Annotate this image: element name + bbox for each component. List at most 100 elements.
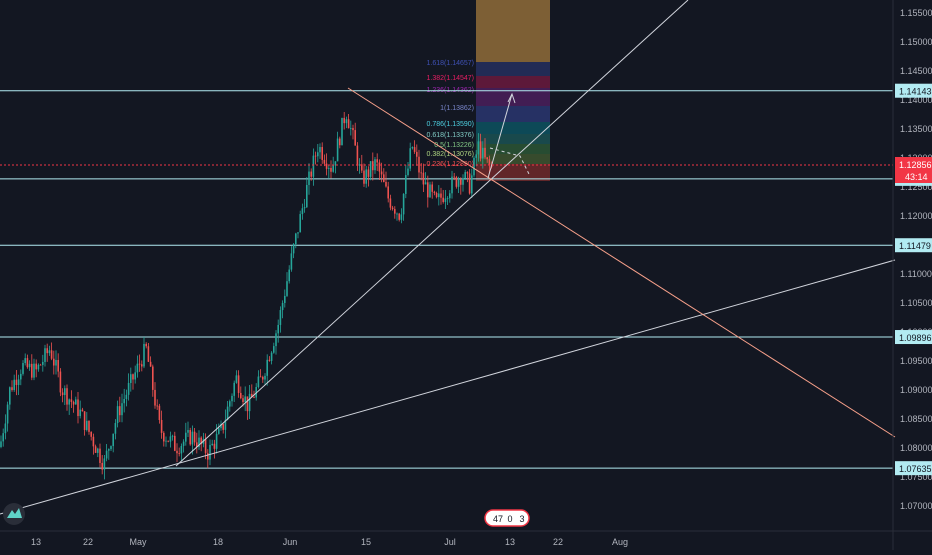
candle-up-body [185, 432, 187, 442]
events-badge[interactable]: 47 0 3 [484, 509, 530, 527]
candle-up-body [257, 376, 260, 387]
candle-down-body [259, 376, 262, 378]
time-tick-label: 18 [213, 537, 223, 547]
candle-down-body [158, 405, 161, 420]
candle-up-body [127, 382, 130, 395]
price-tick-label: 1.12500 [900, 182, 932, 192]
time-tick-label: Jul [444, 537, 456, 547]
fib-zone-1 [476, 106, 550, 122]
price-tick-label: 1.08000 [900, 443, 932, 453]
candle-down-body [420, 172, 422, 174]
candle-up-body [477, 141, 480, 155]
candle-up-body [169, 436, 172, 442]
candle-up-body [233, 382, 235, 396]
candle-up-body [281, 302, 284, 311]
candle-down-body [178, 453, 180, 454]
candle-up-body [0, 441, 2, 447]
horizontal-levels[interactable] [0, 90, 893, 469]
falling-trendline[interactable] [347, 87, 896, 438]
candle-up-body [464, 172, 466, 179]
candle-down-body [242, 398, 244, 402]
candle-up-body [332, 165, 334, 172]
candle-up-body [297, 232, 299, 234]
price-tick-label: 1.13500 [900, 124, 932, 134]
candle-up-body [275, 333, 277, 347]
fib-zone-top [476, 0, 550, 62]
candle-down-body [323, 159, 326, 164]
candle-up-body [226, 406, 229, 420]
candle-down-body [141, 364, 143, 367]
candle-down-body [385, 181, 387, 187]
price-axis[interactable]: 1.155001.150001.145001.140001.135001.130… [895, 8, 932, 511]
candle-up-body [215, 433, 218, 449]
candle-down-body [466, 172, 469, 174]
candle-up-body [301, 208, 304, 215]
current-price-label: 1.12856 [899, 160, 932, 170]
candle-down-body [163, 432, 165, 442]
candle-up-body [22, 363, 24, 374]
level-price-label: 1.07635 [899, 464, 932, 474]
candle-up-body [108, 449, 110, 451]
price-tick-label: 1.14500 [900, 66, 932, 76]
candle-down-body [343, 117, 345, 124]
candle-up-body [97, 448, 99, 453]
candle-down-body [378, 162, 381, 172]
candle-down-body [418, 156, 420, 173]
candle-down-body [387, 186, 389, 199]
candle-down-body [222, 424, 224, 430]
candle-up-body [288, 269, 290, 282]
candle-down-body [26, 358, 29, 368]
candle-up-body [374, 159, 376, 171]
candle-down-body [310, 171, 312, 177]
level-price-label: 1.11479 [899, 241, 931, 251]
candle-up-body [457, 179, 460, 187]
price-tick-label: 1.15500 [900, 8, 932, 18]
candle-up-body [336, 138, 339, 162]
level-price-tag [895, 83, 932, 98]
candle-down-body [460, 179, 462, 185]
candle-down-body [132, 374, 134, 380]
candle-up-body [295, 233, 297, 245]
candle-down-body [46, 348, 48, 354]
price-tick-label: 1.11000 [900, 269, 932, 279]
candle-down-body [431, 184, 433, 192]
long-support-trendline[interactable] [0, 259, 896, 515]
candle-down-body [156, 405, 158, 407]
candle-down-body [99, 448, 101, 463]
candle-down-body [35, 363, 37, 370]
candle-up-body [2, 433, 4, 442]
candle-down-body [391, 207, 394, 210]
candle-down-body [352, 127, 354, 131]
candle-up-body [20, 373, 22, 380]
candle-down-body [262, 376, 264, 380]
tradingview-logo-icon[interactable] [3, 503, 25, 525]
candle-up-body [290, 253, 293, 270]
time-axis[interactable]: 13 22 May 18 Jun 15 Jul 13 22 Aug [31, 537, 628, 547]
level-price-tag [895, 461, 932, 476]
candle-up-body [37, 364, 40, 370]
rising-trendline[interactable] [175, 0, 689, 467]
projection-arrow[interactable] [487, 93, 513, 179]
candle-up-body [438, 193, 440, 198]
candle-up-body [358, 164, 361, 166]
candle-down-body [361, 164, 363, 171]
time-tick-label: 15 [361, 537, 371, 547]
candle-up-body [116, 406, 119, 424]
candle-up-body [270, 352, 273, 361]
candle-down-body [193, 431, 196, 443]
candle-up-body [365, 169, 367, 184]
candle-up-body [17, 379, 20, 385]
candle-up-body [429, 184, 431, 198]
candle-up-body [405, 175, 407, 194]
candle-down-body [149, 361, 152, 367]
candle-down-body [325, 163, 328, 169]
candle-up-body [9, 387, 11, 405]
candle-down-body [339, 138, 341, 146]
candle-down-body [479, 141, 482, 159]
candle-down-body [413, 147, 416, 152]
candle-up-body [350, 127, 352, 129]
candle-up-body [143, 343, 145, 367]
